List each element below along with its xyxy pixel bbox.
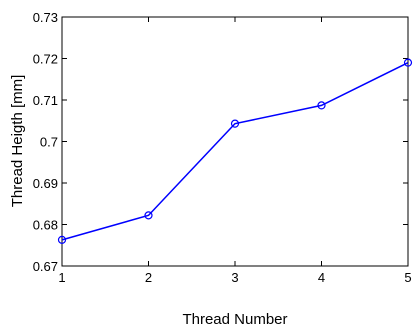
x-tick-label: 2 bbox=[145, 270, 152, 285]
y-tick-label: 0.67 bbox=[33, 259, 58, 274]
y-axis-label: Thread Heigth [mm] bbox=[9, 75, 26, 208]
series-line bbox=[61, 61, 409, 241]
x-tick-label: 3 bbox=[231, 270, 238, 285]
plot-area bbox=[61, 16, 409, 267]
x-axis-label: Thread Number bbox=[182, 311, 287, 327]
y-tick-label: 0.69 bbox=[33, 176, 58, 191]
y-tick-label: 0.73 bbox=[33, 10, 58, 25]
y-tick-label: 0.72 bbox=[33, 52, 58, 67]
data-point bbox=[403, 58, 413, 67]
series-group bbox=[57, 58, 413, 244]
data-point bbox=[230, 119, 240, 128]
data-point bbox=[317, 101, 326, 110]
x-tick-label: 5 bbox=[404, 270, 411, 285]
tick-labels: 1 2 3 4 5 0.67 0.68 0.69 0.7 0.71 0.72 0.73 bbox=[33, 10, 412, 285]
x-tick-label: 4 bbox=[318, 270, 325, 285]
x-tick-label: 1 bbox=[58, 270, 65, 285]
data-point bbox=[57, 235, 67, 244]
y-tick-label: 0.71 bbox=[33, 93, 58, 108]
ticks bbox=[61, 16, 409, 267]
data-point bbox=[144, 211, 153, 220]
y-tick-label: 0.7 bbox=[40, 135, 58, 150]
y-tick-label: 0.68 bbox=[33, 218, 58, 233]
